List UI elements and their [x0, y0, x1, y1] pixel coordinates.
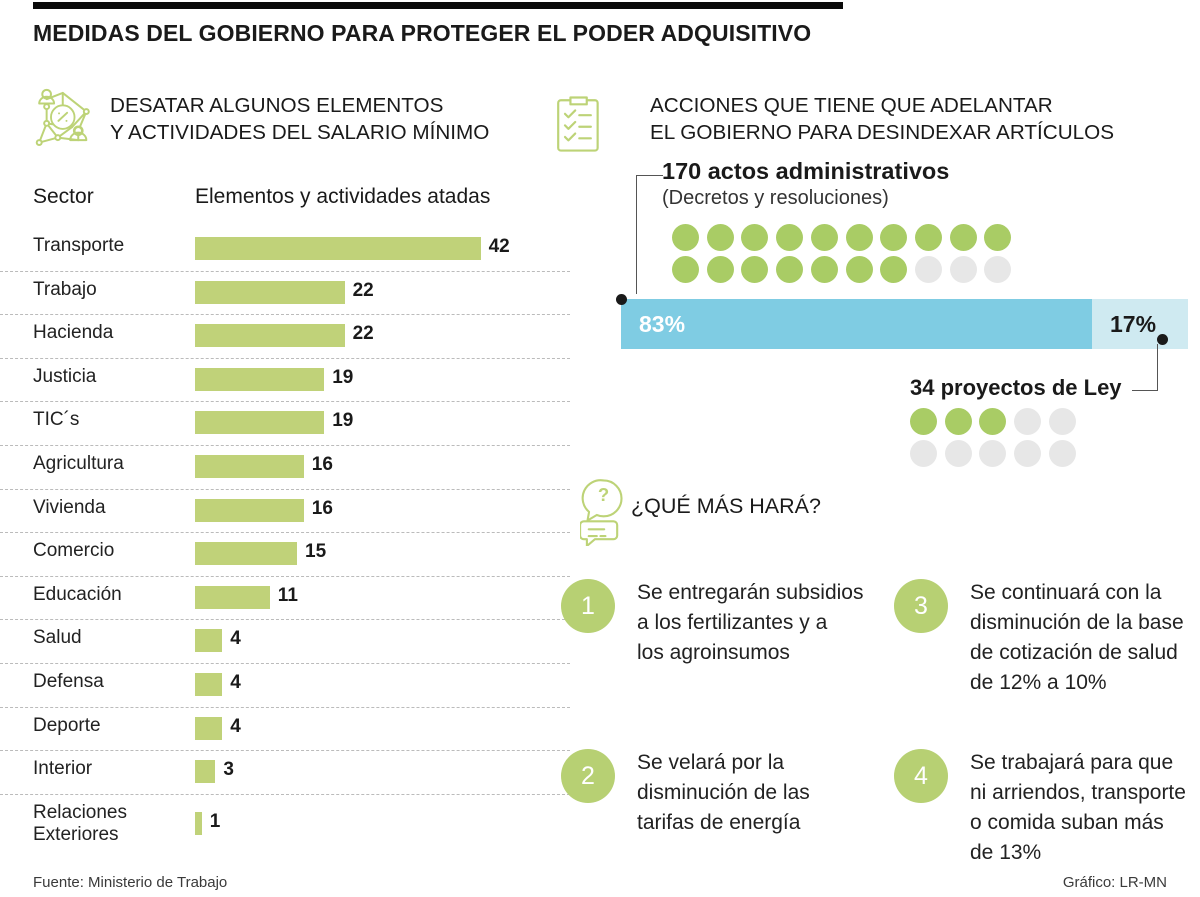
svg-text:?: ? — [598, 484, 609, 505]
